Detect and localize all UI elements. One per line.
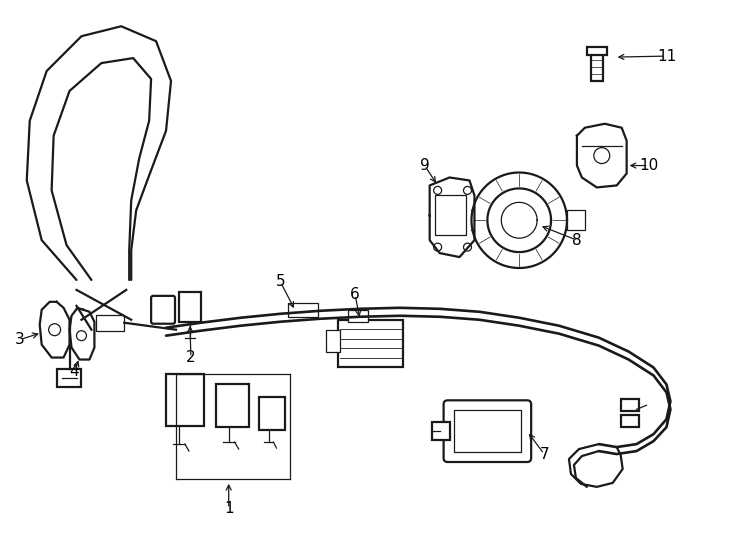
FancyBboxPatch shape: [587, 47, 607, 55]
FancyBboxPatch shape: [216, 384, 249, 427]
FancyBboxPatch shape: [258, 397, 286, 430]
FancyBboxPatch shape: [338, 320, 403, 368]
FancyBboxPatch shape: [621, 400, 639, 411]
FancyBboxPatch shape: [454, 410, 521, 452]
Text: 10: 10: [639, 158, 658, 173]
FancyBboxPatch shape: [96, 315, 124, 330]
Text: 3: 3: [15, 332, 25, 347]
Circle shape: [76, 330, 87, 341]
FancyBboxPatch shape: [435, 195, 467, 235]
FancyBboxPatch shape: [432, 422, 449, 440]
FancyBboxPatch shape: [57, 369, 81, 387]
Text: 11: 11: [657, 49, 676, 64]
Circle shape: [434, 186, 442, 194]
Circle shape: [434, 243, 442, 251]
FancyBboxPatch shape: [151, 296, 175, 323]
Text: 6: 6: [350, 287, 360, 302]
FancyBboxPatch shape: [443, 400, 531, 462]
FancyBboxPatch shape: [567, 210, 585, 230]
FancyBboxPatch shape: [288, 303, 319, 317]
Text: 1: 1: [224, 501, 233, 516]
Text: 4: 4: [70, 364, 79, 379]
Text: 2: 2: [186, 350, 196, 365]
Circle shape: [463, 243, 471, 251]
FancyBboxPatch shape: [591, 53, 603, 81]
Text: 7: 7: [539, 447, 549, 462]
Circle shape: [463, 186, 471, 194]
FancyBboxPatch shape: [348, 310, 368, 322]
Text: 5: 5: [276, 274, 286, 289]
Circle shape: [594, 147, 610, 164]
Text: 8: 8: [572, 233, 582, 248]
FancyBboxPatch shape: [179, 292, 201, 322]
Text: 9: 9: [420, 158, 429, 173]
FancyBboxPatch shape: [621, 415, 639, 427]
FancyBboxPatch shape: [166, 374, 204, 426]
FancyBboxPatch shape: [326, 330, 340, 352]
Circle shape: [48, 323, 61, 336]
